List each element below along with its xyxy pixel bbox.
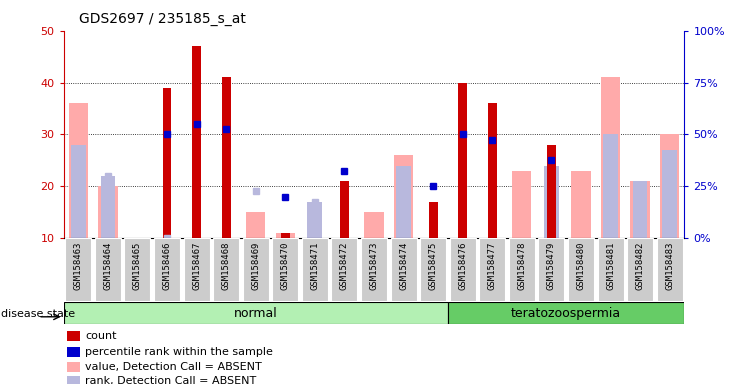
Bar	[571, 170, 591, 238]
FancyBboxPatch shape	[390, 238, 417, 301]
Bar	[64, 302, 448, 324]
FancyBboxPatch shape	[568, 238, 594, 301]
Bar	[547, 145, 556, 238]
Bar	[448, 302, 684, 324]
FancyBboxPatch shape	[479, 238, 505, 301]
FancyBboxPatch shape	[243, 238, 269, 301]
Text: GSM158468: GSM158468	[221, 241, 230, 290]
FancyBboxPatch shape	[539, 238, 565, 301]
Text: value, Detection Call = ABSENT: value, Detection Call = ABSENT	[85, 362, 262, 372]
Bar	[246, 212, 266, 238]
Bar	[394, 155, 413, 238]
Bar	[67, 376, 80, 384]
FancyBboxPatch shape	[65, 238, 91, 301]
Bar	[340, 181, 349, 238]
Bar	[488, 103, 497, 238]
Text: teratozoospermia: teratozoospermia	[511, 307, 622, 320]
Bar	[364, 212, 384, 238]
FancyBboxPatch shape	[657, 238, 683, 301]
Bar	[603, 134, 618, 238]
Text: GSM158472: GSM158472	[340, 241, 349, 290]
Text: GDS2697 / 235185_s_at: GDS2697 / 235185_s_at	[79, 12, 245, 25]
Bar	[459, 83, 467, 238]
FancyBboxPatch shape	[420, 238, 446, 301]
FancyBboxPatch shape	[183, 238, 209, 301]
Bar	[280, 233, 289, 238]
Text: count: count	[85, 331, 117, 341]
FancyBboxPatch shape	[154, 238, 180, 301]
Text: normal: normal	[234, 307, 278, 320]
FancyBboxPatch shape	[95, 238, 121, 301]
Bar	[100, 176, 115, 238]
Bar	[512, 170, 531, 238]
Bar	[192, 46, 201, 238]
Text: GSM158463: GSM158463	[74, 241, 83, 290]
Text: disease state: disease state	[1, 309, 75, 319]
Text: GSM158469: GSM158469	[251, 241, 260, 290]
FancyBboxPatch shape	[450, 238, 476, 301]
Text: GSM158478: GSM158478	[518, 241, 527, 290]
Bar	[544, 166, 559, 238]
Text: GSM158473: GSM158473	[370, 241, 378, 290]
Text: GSM158479: GSM158479	[547, 241, 556, 290]
Text: rank, Detection Call = ABSENT: rank, Detection Call = ABSENT	[85, 376, 257, 384]
Bar	[660, 134, 679, 238]
FancyBboxPatch shape	[627, 238, 653, 301]
Bar	[276, 233, 295, 238]
Bar	[662, 150, 677, 238]
Bar	[98, 186, 117, 238]
FancyBboxPatch shape	[598, 238, 624, 301]
FancyBboxPatch shape	[272, 238, 298, 301]
FancyBboxPatch shape	[213, 238, 239, 301]
Text: GSM158466: GSM158466	[162, 241, 171, 290]
Text: GSM158470: GSM158470	[280, 241, 289, 290]
Text: GSM158467: GSM158467	[192, 241, 201, 290]
Bar	[67, 346, 80, 357]
FancyBboxPatch shape	[331, 238, 358, 301]
Text: GSM158480: GSM158480	[577, 241, 586, 290]
Bar	[601, 78, 620, 238]
Text: GSM158475: GSM158475	[429, 241, 438, 290]
Bar	[67, 362, 80, 372]
Bar	[162, 88, 171, 238]
Text: percentile rank within the sample: percentile rank within the sample	[85, 347, 273, 357]
Bar	[307, 202, 322, 238]
FancyBboxPatch shape	[124, 238, 150, 301]
FancyBboxPatch shape	[302, 238, 328, 301]
Bar	[396, 166, 411, 238]
FancyBboxPatch shape	[361, 238, 387, 301]
Text: GSM158464: GSM158464	[103, 241, 112, 290]
Text: GSM158465: GSM158465	[133, 241, 142, 290]
Bar	[221, 78, 230, 238]
Text: GSM158477: GSM158477	[488, 241, 497, 290]
Bar	[429, 202, 438, 238]
Text: GSM158481: GSM158481	[606, 241, 615, 290]
Text: GSM158482: GSM158482	[636, 241, 645, 290]
Bar	[633, 181, 648, 238]
FancyBboxPatch shape	[509, 238, 535, 301]
Text: GSM158474: GSM158474	[399, 241, 408, 290]
Bar	[69, 103, 88, 238]
Bar	[67, 331, 80, 341]
Bar	[631, 181, 650, 238]
Text: GSM158476: GSM158476	[459, 241, 468, 290]
Bar	[71, 145, 86, 238]
Text: GSM158483: GSM158483	[665, 241, 674, 290]
Text: GSM158471: GSM158471	[310, 241, 319, 290]
